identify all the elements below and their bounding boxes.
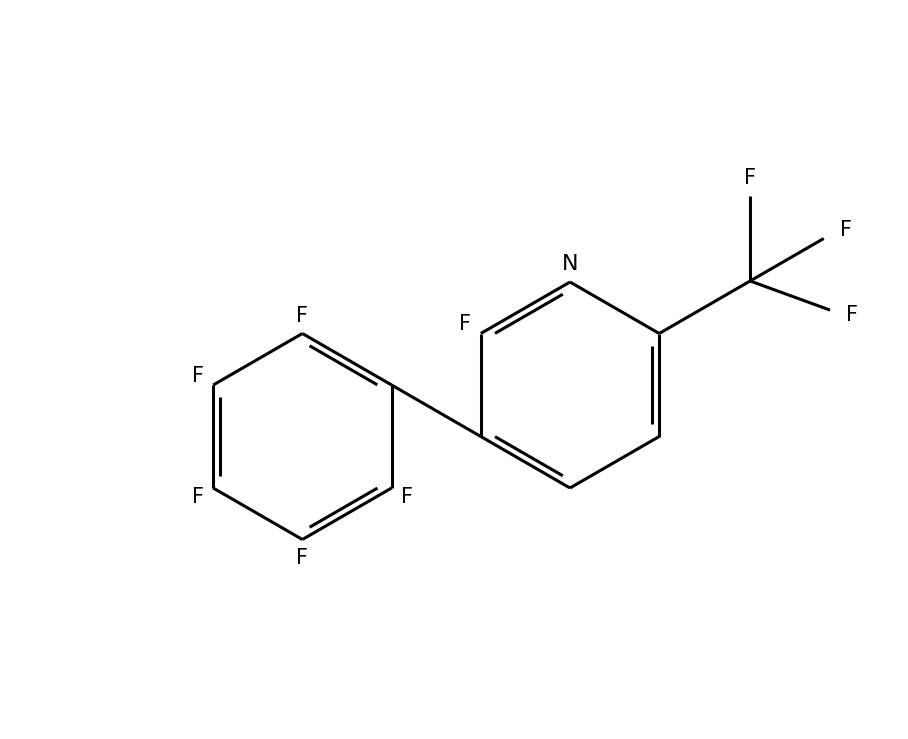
Text: F: F <box>840 220 852 240</box>
Text: F: F <box>192 366 203 386</box>
Text: F: F <box>192 487 203 507</box>
Text: F: F <box>401 487 413 507</box>
Text: F: F <box>296 548 309 568</box>
Text: F: F <box>296 305 309 325</box>
Text: N: N <box>562 254 578 274</box>
Text: F: F <box>846 305 858 325</box>
Text: F: F <box>745 168 756 188</box>
Text: F: F <box>459 315 471 335</box>
